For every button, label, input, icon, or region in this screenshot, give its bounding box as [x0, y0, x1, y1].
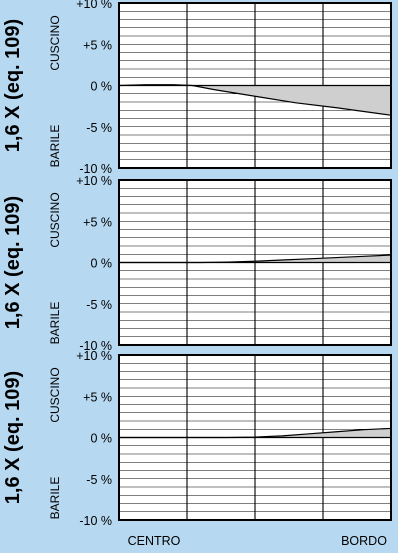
panel-title: 1,6 X (eq. 109): [2, 19, 24, 152]
y-label-bottom: BARILE: [48, 477, 62, 520]
y-tick-label: -5 %: [86, 121, 112, 135]
plot-frame: [118, 179, 392, 346]
y-tick-label: +5 %: [83, 38, 112, 52]
y-tick-label: +5 %: [83, 390, 112, 404]
y-label-bottom: BARILE: [48, 125, 62, 168]
series-area: [119, 428, 391, 438]
chart-panel-3: +10 % +5 % 0 % -5 % -10 % 1,6 X (eq. 109) CUSC…: [2, 349, 392, 528]
plot-frame: [118, 2, 392, 169]
chart-panel-2: +10 % +5 % 0 % -5 % -10 % 1,6 X (eq. 109) CUSC…: [2, 174, 392, 353]
y-label-top: CUSCINO: [48, 15, 62, 70]
y-tick-label: -5 %: [86, 298, 112, 312]
x-tick-label-bordo: BORDO: [341, 534, 387, 548]
y-tick-label: 0 %: [90, 257, 112, 271]
y-tick-label: -10 %: [79, 514, 112, 528]
y-tick-label: +5 %: [83, 215, 112, 229]
series-line: [118, 84, 392, 116]
y-label-top: CUSCINO: [48, 192, 62, 247]
plot-frame: [118, 354, 392, 521]
series-area: [119, 84, 391, 116]
chart-panel-1: +10 % +5 % 0 % -5 % -10 % 1,6 X (eq. 109) CUSC…: [2, 0, 392, 176]
y-tick-label: -10 %: [79, 339, 112, 353]
series-area: [119, 255, 391, 263]
panel-title: 1,6 X (eq. 109): [2, 371, 24, 504]
y-label-top: CUSCINO: [48, 367, 62, 422]
y-tick-label: +10 %: [76, 0, 112, 11]
y-tick-label: +10 %: [76, 349, 112, 363]
series-line: [119, 427, 392, 439]
panel-title: 1,6 X (eq. 109): [2, 196, 24, 329]
y-tick-label: 0 %: [90, 432, 112, 446]
y-label-bottom: BARILE: [48, 302, 62, 345]
x-tick-label-centro: CENTRO: [128, 534, 181, 548]
y-tick-label: -10 %: [79, 162, 112, 176]
y-tick-label: +10 %: [76, 174, 112, 188]
y-tick-label: 0 %: [90, 80, 112, 94]
y-tick-label: -5 %: [86, 473, 112, 487]
series-line: [119, 254, 392, 264]
